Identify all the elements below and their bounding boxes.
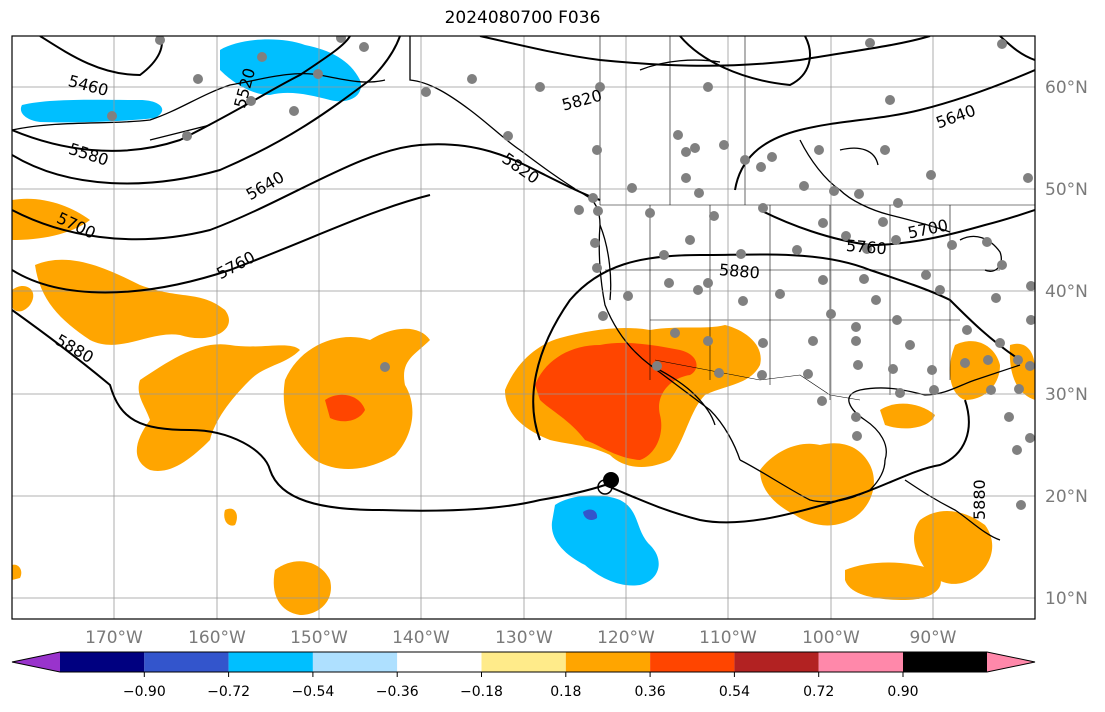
colorbar-segment <box>228 652 313 672</box>
colorbar-tick-label: 0.36 <box>635 684 666 700</box>
colorbar-segment <box>650 652 735 672</box>
lat-label: 10°N <box>1045 589 1088 609</box>
colorbar-tick-label: −0.72 <box>207 684 250 700</box>
lon-label: 170°W <box>85 628 143 648</box>
lon-label: 150°W <box>290 628 348 648</box>
colorbar-segment <box>144 652 229 672</box>
colorbar-max-extend <box>987 652 1035 672</box>
latitude-labels: 60°N 50°N 40°N 30°N 20°N 10°N <box>1045 78 1088 609</box>
colorbar-segment <box>481 652 566 672</box>
contour-label: 5880 <box>718 260 760 282</box>
lon-label: 90°W <box>910 628 957 648</box>
lat-label: 50°N <box>1045 180 1088 200</box>
lon-label: 100°W <box>802 628 860 648</box>
colorbar-tick-label: 0.18 <box>550 684 581 700</box>
colorbar-tick-label: 0.90 <box>887 684 918 700</box>
lat-lon-grid <box>12 36 1035 619</box>
colorbar-ticks <box>143 672 904 677</box>
colorbar-tick-label: −0.18 <box>460 684 503 700</box>
lat-label: 40°N <box>1045 282 1088 302</box>
lon-label: 140°W <box>392 628 450 648</box>
contour-label: 5760 <box>845 236 887 258</box>
lat-label: 60°N <box>1045 78 1088 98</box>
colorbar-tick-label: −0.54 <box>291 684 334 700</box>
colorbar-tick-label: 0.72 <box>803 684 834 700</box>
colorbar-min-extend <box>12 652 60 672</box>
colorbar-tick-label: −0.90 <box>123 684 166 700</box>
lat-label: 30°N <box>1045 385 1088 405</box>
colorbar: −0.90 −0.72 −0.54 −0.36 −0.18 0.18 0.36 … <box>11 651 1036 700</box>
colorbar-segment <box>818 652 903 672</box>
contour-label: 5880 <box>970 479 989 520</box>
colorbar-segment <box>312 652 398 672</box>
positive-anomaly-shading <box>12 198 1035 615</box>
lon-label: 160°W <box>188 628 246 648</box>
colorbar-segment <box>60 652 145 672</box>
negative-anomaly-shading <box>20 39 659 586</box>
colorbar-segment <box>397 652 482 672</box>
station-markers <box>107 36 1035 510</box>
height-contours <box>12 36 1035 524</box>
lon-label: 120°W <box>597 628 655 648</box>
map-frame <box>11 35 1036 620</box>
longitude-labels: 170°W 160°W 150°W 140°W 130°W 120°W 110°… <box>85 628 957 648</box>
colorbar-segment <box>565 652 651 672</box>
map-title: 2024080700 F036 <box>444 8 601 28</box>
colorbar-segment <box>903 652 987 672</box>
colorbar-segment <box>734 652 819 672</box>
colorbar-tick-label: 0.54 <box>719 684 750 700</box>
lat-label: 20°N <box>1045 487 1088 507</box>
political-borders <box>599 36 1035 401</box>
lon-label: 130°W <box>495 628 553 648</box>
map-panel <box>12 36 1035 619</box>
storm-center-marker <box>597 472 619 495</box>
lon-label: 110°W <box>699 628 757 648</box>
colorbar-tick-label: −0.36 <box>376 684 419 700</box>
